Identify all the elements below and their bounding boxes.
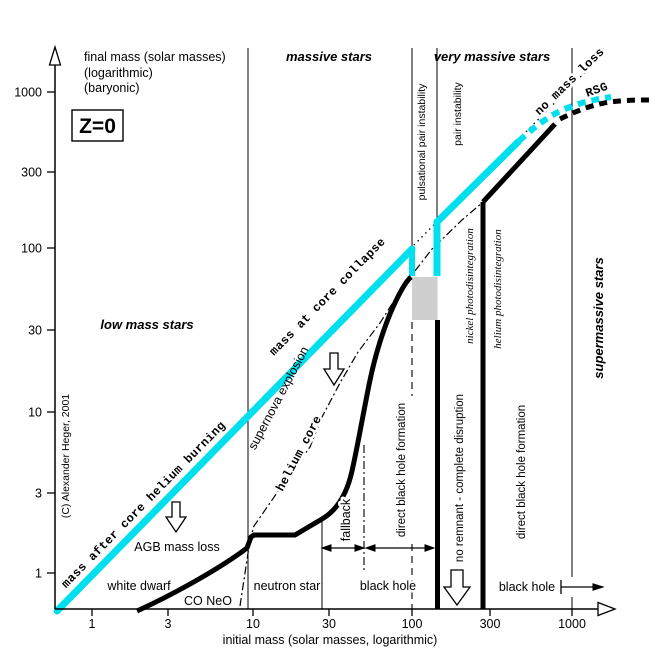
y-tick-label-30: 30	[28, 324, 42, 338]
agb-mass-loss-arrow-icon	[164, 501, 188, 534]
label-helium-core: helium core	[274, 413, 326, 493]
label-co-neo: CO NeO	[184, 594, 232, 608]
remnant-curve-low	[135, 275, 413, 614]
label-neutron-star: neutron star	[254, 579, 321, 593]
label-supermassive-stars: supermassive stars	[591, 257, 606, 378]
y-axis-arrow-icon	[48, 44, 62, 66]
y-tick-label-3: 3	[35, 487, 42, 501]
label-credit: (C) Alexander Heger, 2001	[60, 394, 72, 518]
x-tick-label-100: 100	[402, 617, 423, 631]
label-massive-stars: massive stars	[286, 49, 372, 64]
metallicity-label: Z=0	[79, 115, 116, 138]
label-very-massive-stars: very massive stars	[434, 49, 550, 64]
label-black-hole-right: black hole	[499, 580, 555, 594]
label-low-mass-stars: low mass stars	[100, 317, 193, 332]
cyan-line-upper	[433, 138, 522, 276]
cyan-mass-lines	[53, 94, 612, 615]
y-tick-label-10: 10	[28, 406, 42, 420]
x-axis-arrow-icon	[597, 601, 617, 617]
x-tick-label-300: 300	[480, 617, 501, 631]
label-mass-at-core-collapse: mass at core collapse	[267, 235, 389, 359]
black-hole-extent-arrowhead-icon	[592, 583, 605, 591]
y-axis-title-line3: (baryonic)	[84, 81, 140, 95]
x-axis-title: initial mass (solar masses, logarithmic)	[223, 633, 438, 647]
remnant-curve-high-dashed	[558, 97, 654, 122]
x-axis-ticks: 1 3 10 30 100 300 1000	[89, 609, 586, 631]
y-axis-ticks: 1000 300 100 30 10 3 1	[14, 86, 55, 581]
x-tick-label-1: 1	[89, 617, 96, 631]
label-direct-bh-right: direct black hole formation	[516, 405, 528, 539]
axes: 1 3 10 30 100 300 1000 1000 300 100 30 10 3 1 initia…	[14, 44, 617, 647]
y-tick-label-100: 100	[21, 242, 42, 256]
x-tick-label-30: 30	[322, 617, 336, 631]
pulsational-pair-instability-box	[412, 277, 438, 320]
cyan-line-main	[53, 245, 416, 615]
label-pair-instability: pair instability	[452, 81, 464, 145]
direct-bh-range-arrowhead-right-icon	[424, 544, 436, 552]
no-mass-loss-line	[405, 50, 607, 254]
label-white-dwarf: white dwarf	[106, 579, 171, 593]
direct-bh-range-arrowhead-left-icon	[364, 544, 376, 552]
region-boundary-lines	[247, 48, 573, 609]
x-tick-label-1000: 1000	[558, 617, 586, 631]
label-nickel-photo: nickel photodisintegration	[464, 228, 476, 344]
helium-core-line	[239, 201, 484, 607]
label-agb-mass-loss: AGB mass loss	[134, 540, 219, 554]
y-tick-label-1000: 1000	[14, 86, 42, 100]
label-direct-bh-left: direct black hole formation	[396, 403, 408, 537]
black-hole-extent-line	[560, 580, 595, 594]
label-black-hole-left: black hole	[360, 579, 416, 593]
no-remnant-arrow-icon	[442, 569, 472, 607]
fallback-range-arrowhead-left-icon	[320, 544, 332, 552]
y-tick-label-1: 1	[35, 567, 42, 581]
remnant-mass-curve	[135, 97, 654, 614]
cyan-line-rsg-dashed	[516, 94, 612, 144]
label-mass-after-he-burning: mass after core helium burning	[59, 419, 229, 591]
x-tick-label-10: 10	[246, 617, 260, 631]
y-axis-title-line1: final mass (solar masses)	[84, 50, 226, 64]
hollow-arrows	[164, 352, 472, 607]
metallicity-box-frame	[71, 109, 124, 142]
metallicity-box: Z=0	[71, 109, 124, 142]
range-arrows	[320, 544, 605, 594]
label-fallback: fallback	[339, 498, 353, 541]
y-tick-label-300: 300	[21, 166, 42, 180]
fallback-range-arrowhead-right-icon	[354, 544, 366, 552]
x-tick-label-3: 3	[165, 617, 172, 631]
supernova-arrow-icon	[322, 352, 346, 387]
aux-lines	[239, 50, 607, 609]
y-axis-title-line2: (logarithmic)	[84, 66, 153, 80]
label-no-remnant: no remnant - complete disruption	[454, 394, 466, 562]
label-helium-photo: helium photodisintegration	[492, 229, 504, 349]
remnant-curve-high	[481, 122, 557, 204]
label-pulsational-pair: pulsational pair instability	[416, 83, 428, 200]
